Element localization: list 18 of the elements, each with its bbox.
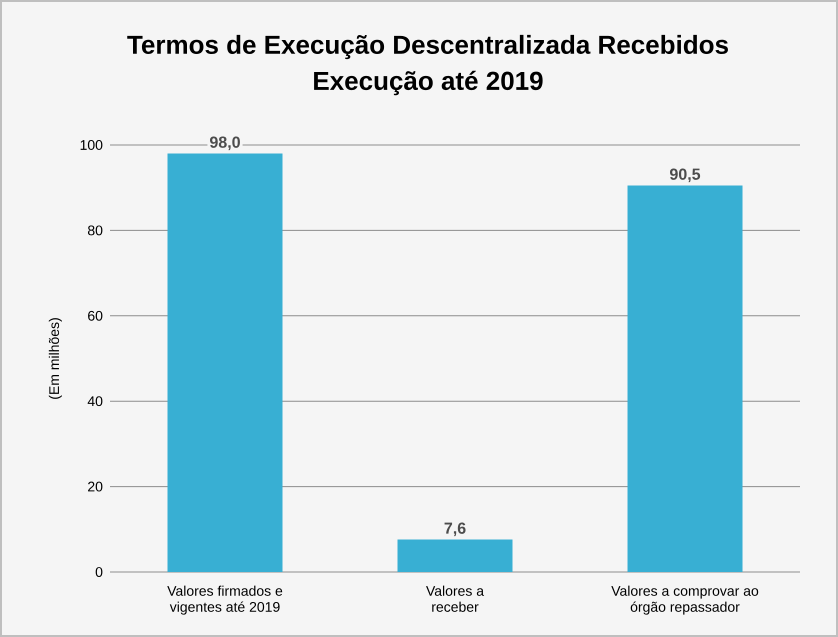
chart-subtitle: Execução até 2019 <box>314 70 543 96</box>
y-tick-label: 60 <box>88 310 102 321</box>
x-tick-label: Valores a receber <box>426 586 484 612</box>
bar <box>168 154 283 572</box>
bar <box>628 186 743 572</box>
y-tick-label: 80 <box>88 225 102 236</box>
y-tick-label: 100 <box>80 140 102 150</box>
chart-title: Termos de Execução Descentralizada Recebidos <box>127 34 728 60</box>
x-tick-label: Valores a comprovar ao órgão repassador <box>611 586 758 615</box>
y-tick-label: 40 <box>88 396 102 406</box>
y-tick-label: 20 <box>88 482 102 492</box>
bar <box>398 540 513 572</box>
y-tick-label: 0 <box>96 567 102 577</box>
y-axis-title: (Em milhões) <box>48 318 62 399</box>
data-label: 90,5 <box>670 168 700 182</box>
x-tick-label: Valores firmados e vigentes até 2019 <box>167 586 282 615</box>
data-label: 7,6 <box>444 522 466 536</box>
data-label: 98,0 <box>210 136 240 150</box>
